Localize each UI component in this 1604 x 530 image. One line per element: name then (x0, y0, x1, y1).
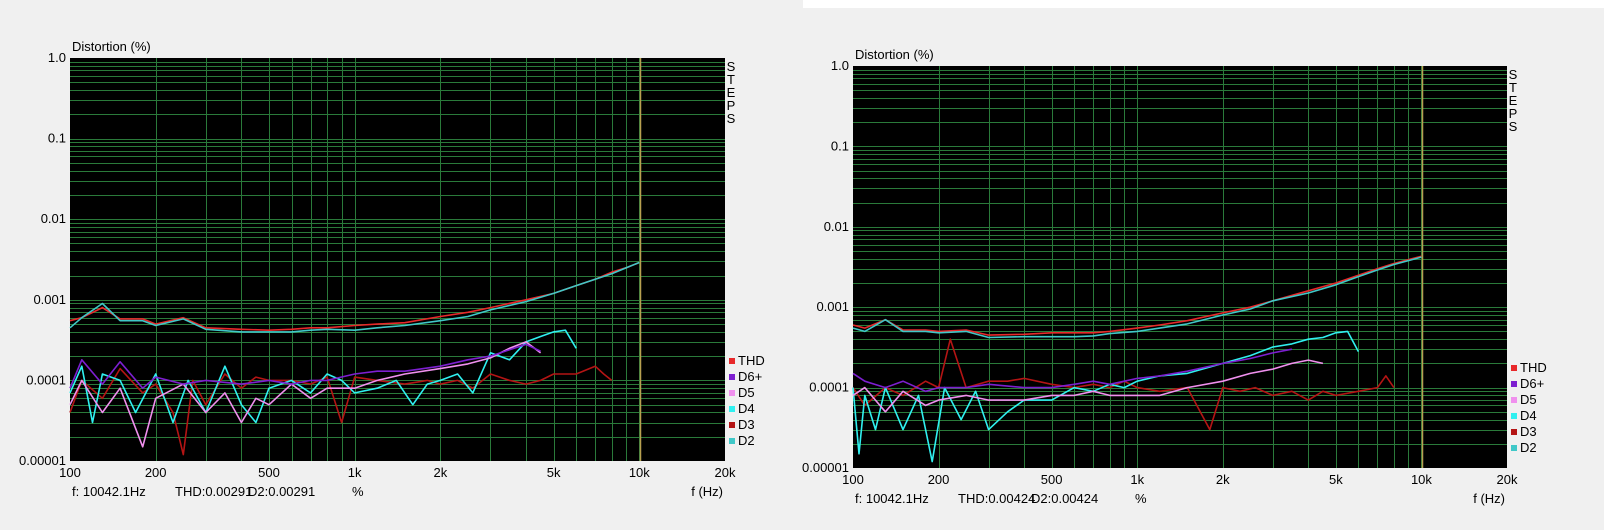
steps-label-letter: E (727, 85, 736, 100)
legend-label-d4: D4 (1520, 408, 1537, 423)
y-tick-label: 1.0 (48, 50, 66, 65)
legend-label-thd: THD (738, 353, 765, 368)
series-line-d6plus (69, 343, 541, 390)
series-line-d2 (852, 256, 1422, 339)
steps-label-letter: P (1509, 106, 1518, 121)
legend-swatch-d3 (1511, 429, 1517, 435)
legend-label-d4: D4 (738, 401, 755, 416)
x-tick-label: 2k (433, 465, 447, 480)
series-line-thd (852, 255, 1422, 336)
steps-label-letter: S (1509, 67, 1518, 82)
series-line-d4 (852, 330, 1360, 463)
top-white-strip (803, 0, 1604, 8)
legend-label-d5: D5 (1520, 392, 1537, 407)
steps-label-letter: E (1509, 93, 1518, 108)
legend-swatch-d6plus (1511, 381, 1517, 387)
cursor-frequency-readout: f: 10042.1Hz (72, 484, 146, 499)
legend-label-d3: D3 (738, 417, 755, 432)
legend-label-d5: D5 (738, 385, 755, 400)
x-tick-label: 1k (348, 465, 362, 480)
x-tick-label: 1k (1130, 472, 1144, 487)
x-axis-label: f (Hz) (691, 484, 723, 499)
x-tick-label: 5k (1329, 472, 1343, 487)
readout-unit: % (1135, 491, 1147, 506)
x-tick-label: 500 (1041, 472, 1063, 487)
legend-swatch-d2 (729, 438, 735, 444)
x-tick-label: 100 (842, 472, 864, 487)
y-tick-label: 0.1 (831, 138, 849, 153)
x-tick-label: 10k (629, 465, 650, 480)
x-tick-label: 2k (1216, 472, 1230, 487)
y-tick-label: 0.00001 (19, 453, 66, 468)
grid (853, 66, 1507, 468)
x-tick-label: 100 (59, 465, 81, 480)
legend-swatch-d3 (729, 422, 735, 428)
steps-label-letter: S (1509, 119, 1518, 134)
y-tick-label: 0.01 (824, 219, 849, 234)
x-tick-label: 5k (547, 465, 561, 480)
distortion-chart-svg: Distortion (%) 1.0 0.1 0.01 0.001 0.0001 0.000… (19, 39, 765, 499)
y-tick-label: 0.0001 (26, 372, 66, 387)
thd-readout: THD:0.00424 (958, 491, 1035, 506)
x-tick-label: 10k (1411, 472, 1432, 487)
thd-readout: THD:0.00291 (175, 484, 252, 499)
y-tick-label: 0.01 (41, 211, 66, 226)
legend-swatch-d6plus (729, 374, 735, 380)
series-line-d4 (69, 329, 577, 424)
series-line-d6plus (852, 348, 1293, 393)
legend-label-d2: D2 (1520, 440, 1537, 455)
legend-swatch-d4 (729, 406, 735, 412)
legend-label-d6plus: D6+ (738, 369, 762, 384)
readout-unit: % (352, 484, 364, 499)
y-tick-label: 0.0001 (809, 380, 849, 395)
x-tick-label: 20k (715, 465, 736, 480)
y-axis-label: Distortion (%) (855, 47, 934, 62)
x-tick-label: 500 (258, 465, 280, 480)
x-tick-label: 200 (145, 465, 167, 480)
legend-swatch-thd (729, 358, 735, 364)
distortion-chart-svg: Distortion (%) 1.0 0.1 0.01 0.001 0.0001 0.000… (802, 47, 1547, 506)
series-line-d5 (69, 341, 542, 448)
steps-label-letter: T (1509, 80, 1517, 95)
legend-label-thd: THD (1520, 360, 1547, 375)
y-tick-label: 0.001 (33, 292, 66, 307)
steps-label-letter: T (727, 72, 735, 87)
y-tick-label: 0.001 (816, 299, 849, 314)
steps-label-letter: S (727, 111, 736, 126)
d2-readout: D2:0.00291 (248, 484, 315, 499)
legend-label-d3: D3 (1520, 424, 1537, 439)
steps-label-letter: P (727, 98, 736, 113)
legend-swatch-thd (1511, 365, 1517, 371)
x-axis-label: f (Hz) (1473, 491, 1505, 506)
legend-swatch-d4 (1511, 413, 1517, 419)
y-tick-label: 0.00001 (802, 460, 849, 475)
legend-swatch-d5 (729, 390, 735, 396)
y-tick-label: 1.0 (831, 58, 849, 73)
cursor-frequency-readout: f: 10042.1Hz (855, 491, 929, 506)
steps-label-letter: S (727, 59, 736, 74)
legend-swatch-d5 (1511, 397, 1517, 403)
legend-label-d2: D2 (738, 433, 755, 448)
distortion-chart-panel-right: Distortion (%) 1.0 0.1 0.01 0.001 0.0001 0.000… (802, 0, 1604, 530)
legend-label-d6plus: D6+ (1520, 376, 1544, 391)
distortion-chart-panel-left: Distortion (%) 1.0 0.1 0.01 0.001 0.0001 0.000… (19, 39, 765, 499)
y-axis-label: Distortion (%) (72, 39, 151, 54)
series-line-d2 (69, 261, 640, 333)
y-tick-label: 0.1 (48, 131, 66, 146)
d2-readout: D2:0.00424 (1031, 491, 1098, 506)
legend-swatch-d2 (1511, 445, 1517, 451)
series-line-d5 (852, 359, 1324, 413)
x-tick-label: 20k (1497, 472, 1518, 487)
x-tick-label: 200 (928, 472, 950, 487)
